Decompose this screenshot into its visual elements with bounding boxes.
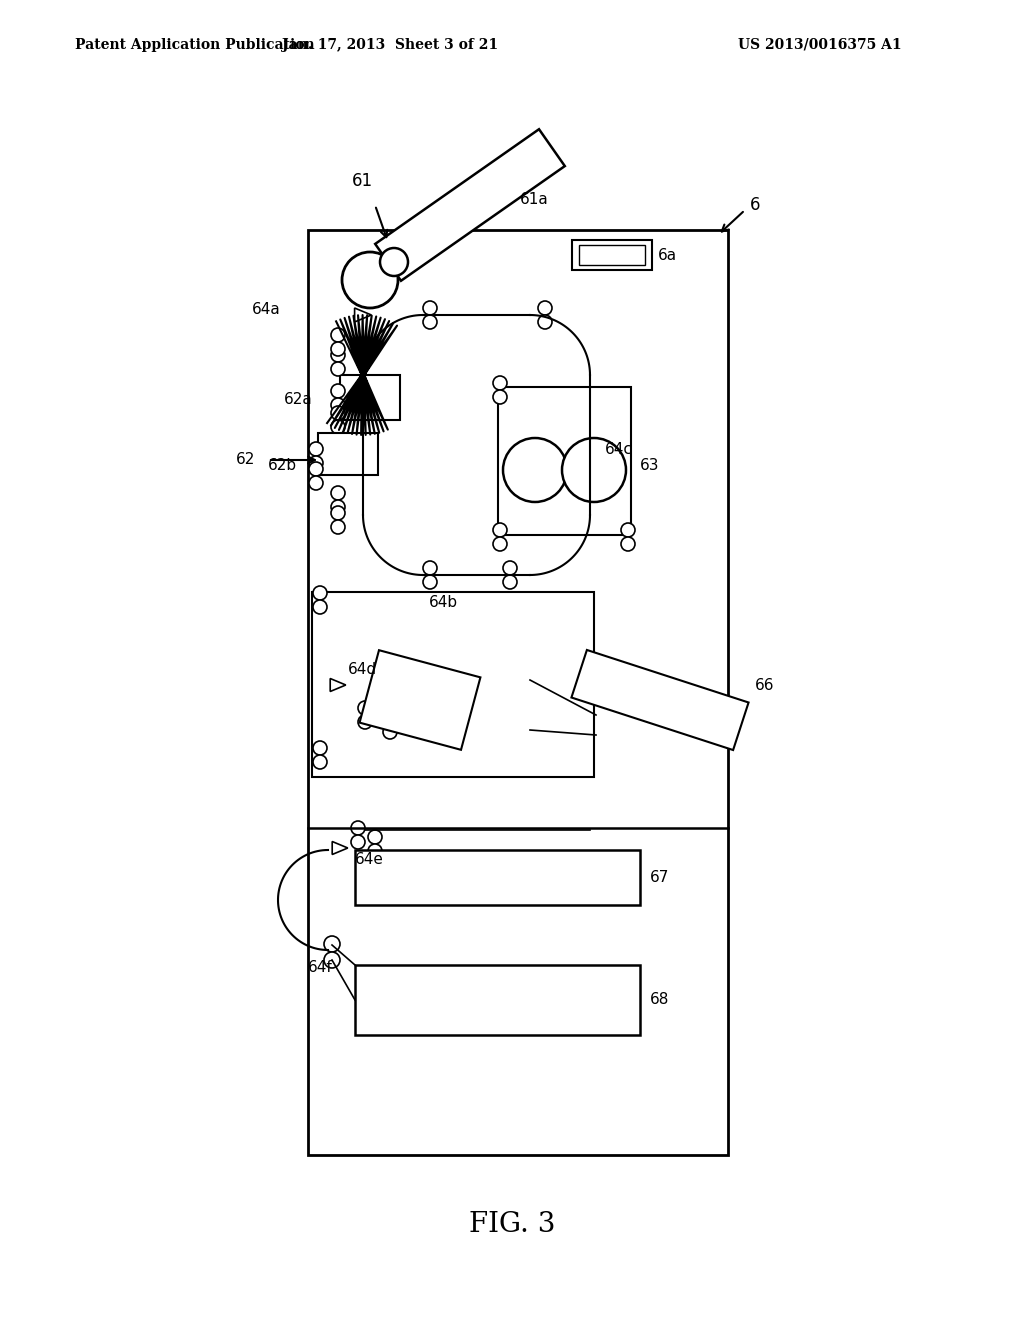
Text: 64e: 64e xyxy=(355,853,384,867)
Circle shape xyxy=(503,576,517,589)
Text: 66: 66 xyxy=(755,677,774,693)
Circle shape xyxy=(331,520,345,535)
Circle shape xyxy=(423,315,437,329)
Circle shape xyxy=(342,252,398,308)
Polygon shape xyxy=(375,129,565,281)
Circle shape xyxy=(493,376,507,389)
Text: 62: 62 xyxy=(236,453,255,467)
Polygon shape xyxy=(359,651,480,750)
Text: 62b: 62b xyxy=(268,458,297,474)
Bar xyxy=(312,591,594,777)
Circle shape xyxy=(351,836,365,849)
Polygon shape xyxy=(571,649,749,750)
Bar xyxy=(355,850,640,906)
Circle shape xyxy=(313,755,327,770)
Circle shape xyxy=(380,248,408,276)
Circle shape xyxy=(331,506,345,520)
Circle shape xyxy=(331,420,345,434)
Text: 61: 61 xyxy=(351,172,373,190)
Text: Patent Application Publication: Patent Application Publication xyxy=(75,38,314,51)
Text: 64a: 64a xyxy=(252,302,281,318)
Text: 6: 6 xyxy=(750,195,761,214)
Bar xyxy=(308,230,728,1155)
Circle shape xyxy=(331,399,345,412)
Circle shape xyxy=(331,407,345,420)
Circle shape xyxy=(331,327,345,342)
Circle shape xyxy=(331,342,345,356)
Circle shape xyxy=(423,561,437,576)
Circle shape xyxy=(621,537,635,550)
Bar xyxy=(355,965,640,1035)
Text: 68: 68 xyxy=(650,993,670,1007)
Circle shape xyxy=(503,561,517,576)
Bar xyxy=(572,240,652,271)
Circle shape xyxy=(503,438,567,502)
Circle shape xyxy=(493,389,507,404)
Circle shape xyxy=(313,741,327,755)
Circle shape xyxy=(331,348,345,362)
Circle shape xyxy=(383,725,397,739)
Circle shape xyxy=(309,477,323,490)
Bar xyxy=(498,387,631,535)
Circle shape xyxy=(331,362,345,376)
Text: Jan. 17, 2013  Sheet 3 of 21: Jan. 17, 2013 Sheet 3 of 21 xyxy=(282,38,498,51)
Text: 61a: 61a xyxy=(520,193,549,207)
Circle shape xyxy=(562,438,626,502)
Circle shape xyxy=(313,601,327,614)
Text: 64c: 64c xyxy=(605,442,633,458)
Circle shape xyxy=(538,301,552,315)
Text: 62a: 62a xyxy=(284,392,312,408)
Text: 6a: 6a xyxy=(658,248,677,263)
Text: 63: 63 xyxy=(640,458,659,473)
Circle shape xyxy=(423,301,437,315)
Polygon shape xyxy=(354,308,372,322)
Text: US 2013/0016375 A1: US 2013/0016375 A1 xyxy=(738,38,902,51)
Circle shape xyxy=(309,442,323,455)
Circle shape xyxy=(493,537,507,550)
Text: 67: 67 xyxy=(650,870,670,884)
Circle shape xyxy=(331,486,345,500)
Bar xyxy=(340,375,400,420)
Polygon shape xyxy=(332,842,348,854)
Circle shape xyxy=(368,830,382,843)
Circle shape xyxy=(331,384,345,399)
Circle shape xyxy=(324,936,340,952)
Text: 64b: 64b xyxy=(428,595,458,610)
Circle shape xyxy=(621,523,635,537)
Circle shape xyxy=(358,701,372,715)
Circle shape xyxy=(368,843,382,858)
Text: 64d: 64d xyxy=(348,663,377,677)
Circle shape xyxy=(383,711,397,725)
Circle shape xyxy=(538,315,552,329)
Circle shape xyxy=(331,500,345,513)
Text: FIG. 3: FIG. 3 xyxy=(469,1212,555,1238)
Circle shape xyxy=(423,576,437,589)
Circle shape xyxy=(358,715,372,729)
Polygon shape xyxy=(330,678,346,692)
Circle shape xyxy=(351,821,365,836)
Circle shape xyxy=(309,455,323,470)
Bar xyxy=(318,433,378,475)
Circle shape xyxy=(309,462,323,477)
Text: 64f: 64f xyxy=(308,961,333,975)
Circle shape xyxy=(493,523,507,537)
Bar xyxy=(579,246,645,265)
Circle shape xyxy=(313,586,327,601)
Circle shape xyxy=(324,952,340,968)
